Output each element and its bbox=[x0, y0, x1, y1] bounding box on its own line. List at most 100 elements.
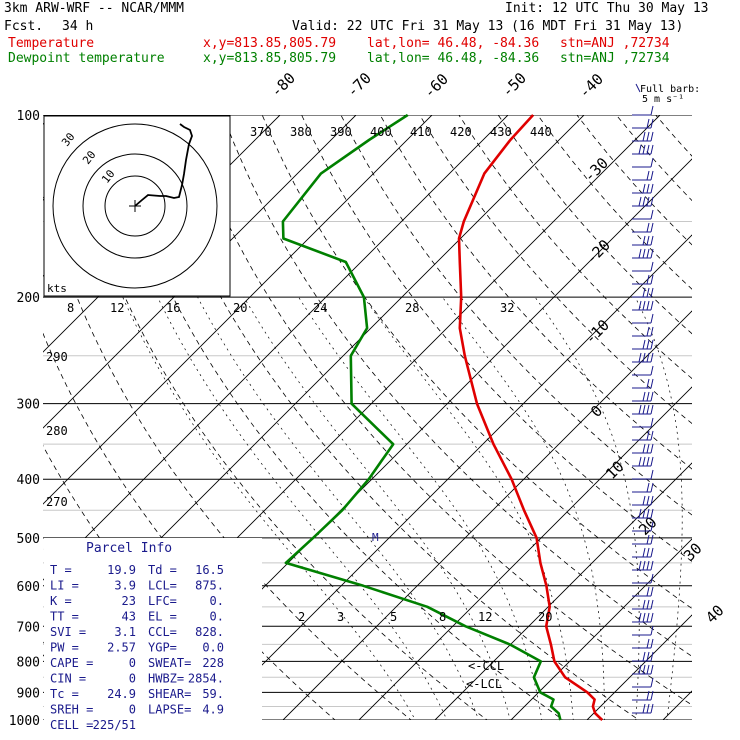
dry-adiabat-label: 290 bbox=[46, 350, 68, 364]
wind-barbs: Full barb:5 m s⁻¹ bbox=[632, 83, 700, 714]
barb-flag bbox=[638, 404, 642, 415]
barb-key-sample bbox=[635, 83, 641, 93]
dewpoint-latlon: lat,lon= 46.48, -84.36 bbox=[367, 51, 540, 66]
barb-flag bbox=[650, 534, 654, 545]
barb-flag bbox=[646, 222, 650, 233]
pressure-tick-label: 300 bbox=[17, 398, 40, 413]
pressure-tick-label: 100 bbox=[17, 109, 40, 124]
barb-flag bbox=[642, 703, 646, 714]
mixing-ratio-label: 16 bbox=[166, 301, 180, 315]
barb-flag bbox=[638, 560, 642, 571]
barb-flag bbox=[646, 456, 650, 467]
wind-barb bbox=[632, 326, 654, 337]
wind-barb bbox=[632, 209, 654, 220]
barb-flag bbox=[642, 352, 646, 363]
parcel-value-right: 0.0 bbox=[202, 641, 224, 655]
wind-barb bbox=[632, 690, 654, 701]
barb-flag bbox=[650, 274, 654, 285]
barb-flag bbox=[650, 352, 654, 363]
parcel-value-right: 4.9 bbox=[202, 703, 224, 717]
barb-flag bbox=[650, 196, 654, 207]
moist-adiabat bbox=[197, 296, 479, 720]
barb-flag bbox=[642, 651, 646, 662]
temperature-legend: Temperature bbox=[8, 36, 95, 51]
barb-flag bbox=[650, 430, 654, 441]
parcel-key-left: SVI = bbox=[50, 625, 86, 639]
barb-flag bbox=[650, 339, 654, 350]
dewpoint-stn: stn=ANJ ,72734 bbox=[560, 51, 670, 66]
wind-barb bbox=[632, 495, 654, 506]
parcel-value-left: 23 bbox=[122, 594, 136, 608]
barb-flag bbox=[638, 456, 642, 467]
wind-barb bbox=[632, 664, 654, 675]
pressure-tick-label: 700 bbox=[17, 620, 40, 635]
dry-adiabat bbox=[419, 115, 692, 425]
wind-barb bbox=[632, 183, 654, 194]
wind-barb bbox=[632, 248, 654, 259]
wind-barb bbox=[632, 625, 654, 636]
parcel-key-left: LI = bbox=[50, 579, 79, 593]
wind-barb bbox=[632, 586, 654, 597]
barb-flag bbox=[650, 404, 654, 415]
barb-flag bbox=[646, 144, 650, 155]
parcel-key-right: Td = bbox=[148, 563, 177, 577]
barb-flag bbox=[650, 222, 654, 233]
barb-flag bbox=[646, 638, 650, 649]
isotherm bbox=[43, 115, 357, 429]
parcel-key-left: TT = bbox=[50, 610, 79, 624]
dry-adiabat bbox=[301, 115, 692, 562]
wind-barb bbox=[632, 560, 654, 571]
hodograph-ring bbox=[104, 175, 166, 237]
wind-barb bbox=[632, 261, 654, 272]
barb-flag bbox=[650, 170, 654, 181]
dry-adiabat bbox=[734, 115, 740, 733]
pressure-tick-label: 600 bbox=[17, 580, 40, 595]
barb-flag bbox=[650, 547, 654, 558]
parcel-value-left: 24.9 bbox=[107, 687, 136, 701]
parcel-value-right: 2854. bbox=[188, 672, 224, 686]
dry-adiabat bbox=[222, 115, 692, 657]
wind-barb bbox=[632, 287, 654, 298]
isotherm bbox=[43, 115, 433, 505]
barb-flag bbox=[642, 404, 646, 415]
temperature-latlon: lat,lon= 46.48, -84.36 bbox=[367, 36, 540, 51]
barb-flag bbox=[650, 495, 654, 506]
parcel-key-left: PW = bbox=[50, 641, 79, 655]
wind-barb bbox=[632, 365, 654, 376]
dry-adiabat bbox=[340, 115, 692, 516]
barb-flag bbox=[646, 443, 650, 454]
isotherm-label: 30 bbox=[680, 539, 706, 565]
barb-flag bbox=[650, 313, 654, 324]
mark-m: M bbox=[372, 531, 379, 544]
parcel-value-left: 0 bbox=[129, 703, 136, 717]
init-time: Init: 12 UTC Thu 30 May 13 bbox=[505, 1, 709, 16]
dry-adiabat bbox=[695, 115, 740, 733]
isotherm bbox=[586, 614, 692, 720]
pressure-tick-label: 900 bbox=[17, 686, 40, 701]
isotherm bbox=[43, 115, 509, 581]
barb-flag bbox=[650, 677, 654, 688]
barb-flag bbox=[650, 131, 654, 142]
header: 3km ARW-WRF -- NCAR/MMM Init: 12 UTC Thu… bbox=[0, 0, 740, 70]
parcel-key-right: EL = bbox=[148, 610, 177, 624]
barb-flag bbox=[638, 300, 642, 311]
wind-barb bbox=[632, 521, 654, 532]
barb-key-line1: Full barb: bbox=[640, 84, 700, 95]
parcel-value-left: 3.1 bbox=[114, 625, 136, 639]
barb-flag bbox=[650, 703, 654, 714]
parcel-key-left: T = bbox=[50, 563, 72, 577]
parcel-key-left: SREH = bbox=[50, 703, 93, 717]
parcel-value-right: 0. bbox=[210, 610, 224, 624]
wind-barb bbox=[632, 235, 654, 246]
barb-flag bbox=[650, 248, 654, 259]
wind-barb bbox=[632, 222, 654, 233]
hodograph-ring bbox=[82, 153, 188, 259]
valid-time: Valid: 22 UTC Fri 31 May 13 (16 MDT Fri … bbox=[292, 19, 684, 34]
barb-flag bbox=[642, 443, 646, 454]
wind-barb bbox=[632, 170, 654, 181]
isotherm bbox=[662, 690, 692, 720]
parcel-value-left: 19.9 bbox=[107, 563, 136, 577]
wind-barb bbox=[632, 352, 654, 363]
series-lines bbox=[281, 113, 604, 721]
